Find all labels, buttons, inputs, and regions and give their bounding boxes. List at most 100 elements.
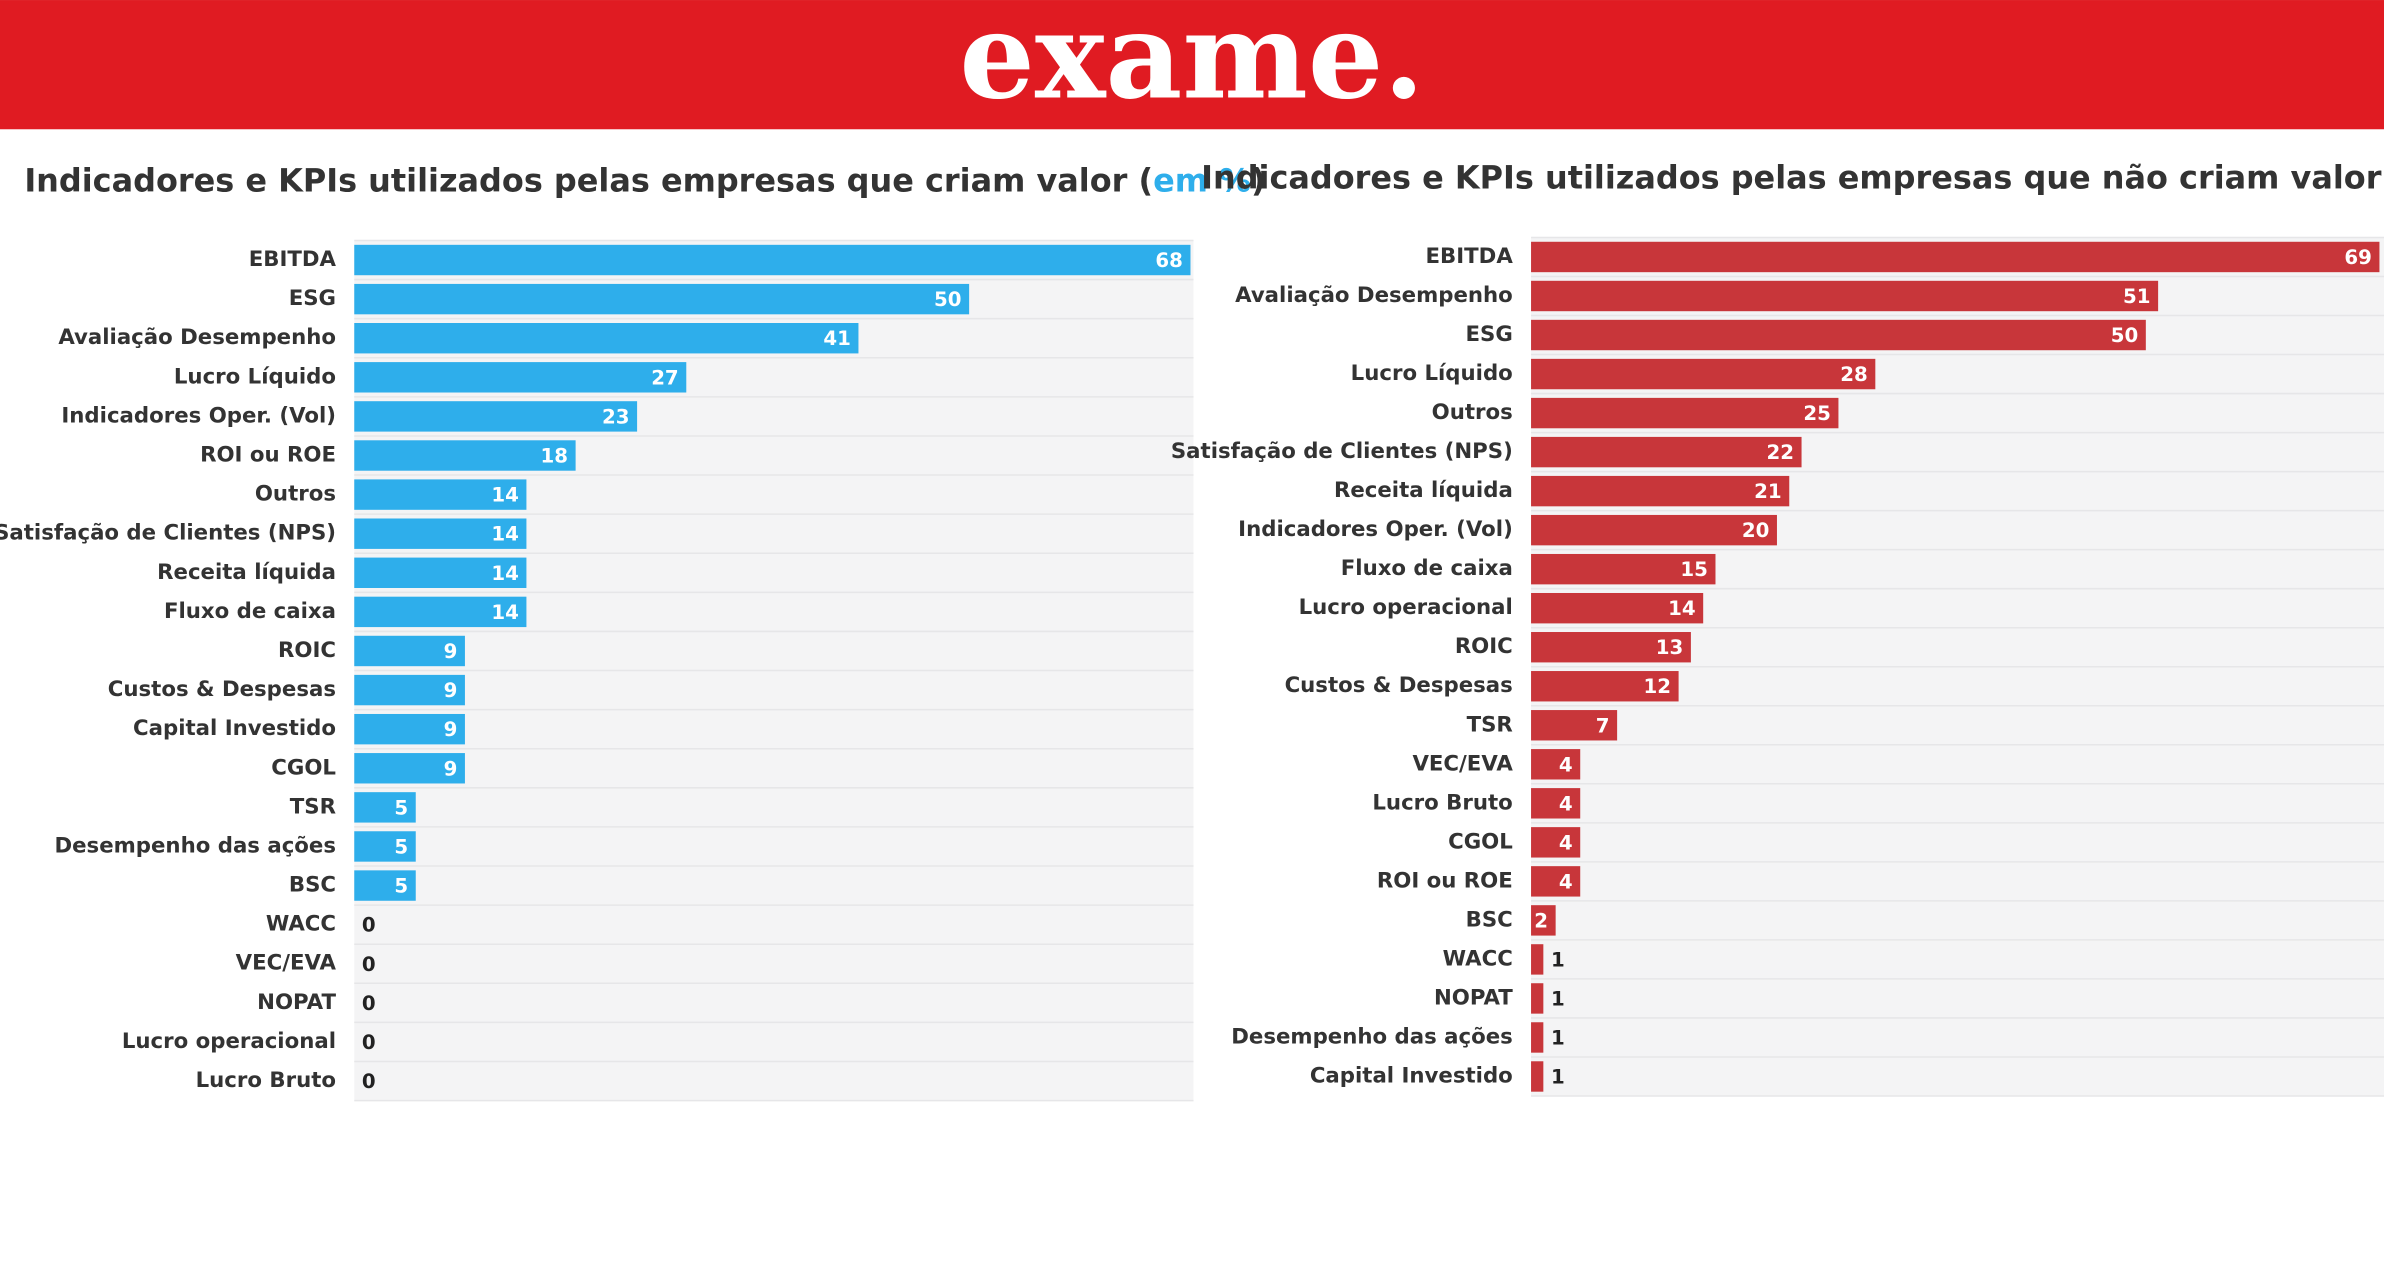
- category-label: TSR: [1467, 712, 1513, 737]
- bar: [354, 440, 576, 471]
- value-label: 1: [1551, 948, 1565, 971]
- value-label: 0: [362, 1070, 376, 1093]
- category-label: CGOL: [271, 755, 336, 780]
- value-label: 41: [823, 327, 850, 350]
- value-label: 9: [444, 640, 458, 663]
- value-label: 0: [362, 953, 376, 976]
- bar: [1531, 710, 1618, 741]
- bar: [354, 479, 527, 510]
- chart-title: Indicadores e KPIs utilizados pelas empr…: [1201, 158, 2384, 196]
- value-label: 14: [491, 523, 518, 546]
- value-label: 1: [1551, 987, 1565, 1010]
- category-label: Desempenho das ações: [54, 833, 336, 858]
- value-label: 51: [2123, 285, 2150, 308]
- value-label: 68: [1155, 249, 1182, 272]
- value-label: 20: [1742, 519, 1769, 542]
- value-label: 5: [394, 875, 408, 898]
- value-label: 50: [934, 288, 961, 311]
- bar: [354, 244, 1191, 276]
- bar: [1531, 749, 1581, 780]
- bar: [354, 674, 465, 706]
- bar: [354, 831, 416, 862]
- value-label: 28: [1840, 363, 1867, 386]
- value-label: 18: [541, 445, 568, 468]
- bar: [354, 323, 859, 354]
- value-label: 1: [1551, 1026, 1565, 1049]
- bar: [1531, 983, 1544, 1014]
- category-label: ESG: [1465, 322, 1512, 347]
- category-label: ROIC: [1455, 634, 1513, 659]
- header-bar: [0, 0, 2384, 130]
- value-label: 12: [1644, 675, 1671, 698]
- value-label: 4: [1559, 870, 1573, 893]
- bar: [1531, 1061, 1544, 1092]
- category-label: Desempenho das ações: [1231, 1024, 1513, 1049]
- category-label: Fluxo de caixa: [164, 599, 336, 624]
- value-label: 22: [1766, 441, 1793, 464]
- value-label: 9: [444, 718, 458, 741]
- value-label: 14: [491, 601, 518, 624]
- bar: [1531, 1022, 1544, 1053]
- category-label: NOPAT: [1434, 985, 1513, 1010]
- value-label: 50: [2111, 324, 2138, 347]
- category-label: Lucro Líquido: [174, 364, 336, 389]
- category-label: BSC: [1466, 907, 1513, 932]
- category-label: Fluxo de caixa: [1341, 556, 1513, 581]
- title-text: ): [1251, 161, 1266, 199]
- title-unit: em %: [1153, 161, 1251, 199]
- category-label: Outros: [1432, 400, 1513, 425]
- category-label: Capital Investido: [1310, 1063, 1513, 1088]
- value-label: 4: [1559, 753, 1573, 776]
- bar: [1531, 514, 1777, 546]
- value-label: 69: [2344, 246, 2371, 269]
- category-label: Satisfação de Clientes (NPS): [0, 521, 336, 546]
- category-label: Satisfação de Clientes (NPS): [1171, 439, 1513, 464]
- bar: [354, 401, 638, 432]
- category-label: Outros: [255, 482, 336, 507]
- value-label: 9: [444, 757, 458, 780]
- value-label: 0: [362, 914, 376, 937]
- category-label: Capital Investido: [133, 716, 336, 741]
- bar: [354, 713, 465, 745]
- category-label: Lucro Líquido: [1351, 361, 1513, 386]
- bar: [354, 753, 465, 784]
- value-label: 0: [362, 1031, 376, 1054]
- bar: [354, 518, 527, 549]
- value-label: 15: [1680, 558, 1707, 581]
- value-label: 13: [1656, 636, 1683, 659]
- category-label: Receita líquida: [157, 560, 336, 585]
- bar: [1531, 475, 1790, 507]
- value-label: 4: [1559, 792, 1573, 815]
- bar: [1531, 592, 1704, 624]
- bar: [354, 635, 465, 667]
- value-label: 27: [651, 366, 678, 389]
- category-label: Lucro operacional: [122, 1029, 336, 1054]
- category-label: TSR: [290, 794, 336, 819]
- bar: [1531, 905, 1556, 936]
- category-label: Lucro operacional: [1299, 595, 1513, 620]
- bar: [354, 283, 970, 315]
- value-label: 9: [444, 679, 458, 702]
- bar: [1531, 632, 1691, 663]
- value-label: 7: [1596, 714, 1610, 737]
- category-label: EBITDA: [1426, 244, 1514, 269]
- category-label: NOPAT: [257, 990, 336, 1015]
- category-label: Custos & Despesas: [108, 677, 336, 702]
- category-label: ROI ou ROE: [200, 443, 336, 468]
- value-label: 23: [602, 405, 629, 428]
- bar: [1531, 397, 1839, 429]
- value-label: 21: [1754, 480, 1781, 503]
- category-label: EBITDA: [249, 247, 337, 272]
- chart-title: Indicadores e KPIs utilizados pelas empr…: [24, 161, 1265, 199]
- category-label: VEC/EVA: [1412, 751, 1513, 776]
- bar: [1531, 358, 1876, 390]
- category-label: Avaliação Desempenho: [1235, 283, 1513, 308]
- value-label: 0: [362, 992, 376, 1015]
- category-label: ESG: [289, 286, 336, 311]
- bar: [1531, 319, 2146, 351]
- bar: [1531, 944, 1544, 975]
- bar: [1531, 553, 1716, 585]
- bar: [1531, 671, 1679, 702]
- category-label: CGOL: [1448, 829, 1513, 854]
